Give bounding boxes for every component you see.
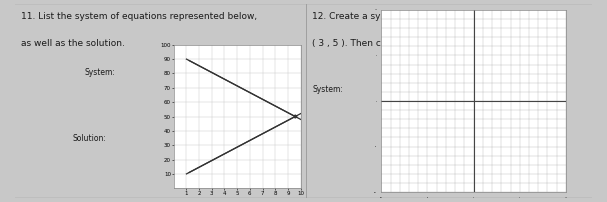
Text: System:: System: [312,85,343,95]
Text: 12. Create a system of equations with a solution of: 12. Create a system of equations with a … [312,12,544,21]
Text: System:: System: [84,68,115,77]
Text: 11. List the system of equations represented below,: 11. List the system of equations represe… [21,12,257,21]
Text: Solution:: Solution: [73,134,107,143]
Text: ( 3 , 5 ). Then check your solution by graphing.: ( 3 , 5 ). Then check your solution by g… [312,39,525,48]
Text: as well as the solution.: as well as the solution. [21,39,125,48]
